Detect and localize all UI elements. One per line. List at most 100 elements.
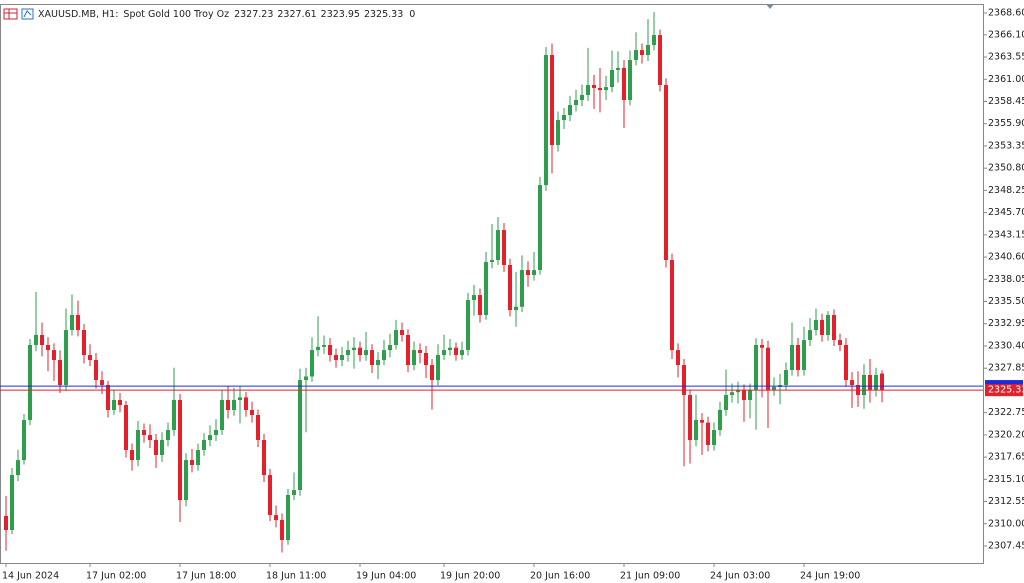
candle-body [598,87,602,91]
candle-body [58,360,62,386]
candle-body [574,100,578,106]
candle-body [790,345,794,371]
candle-body [46,345,50,351]
candle-body [280,520,284,540]
candle-body [634,50,638,60]
x-tick-label: 24 Jun 19:00 [800,571,860,582]
y-tick-label: 2361.00 [988,74,1024,85]
candle-body [502,230,506,265]
y-tick-label: 2355.90 [988,118,1024,129]
candle-body [436,355,440,381]
bid-label: 2325.33 [988,385,1024,396]
candle-body [430,365,434,381]
candle-body [646,45,650,56]
x-tick-label: 19 Jun 04:00 [356,571,416,582]
plot-frame [0,4,984,564]
candle-body [304,376,308,381]
candle-body [454,347,458,356]
header-price: 2327.23 [234,9,273,20]
candle-body [874,374,878,390]
candle-body [256,415,260,441]
candle-body [382,350,386,361]
candle-body [760,345,764,348]
candle-body [604,87,608,91]
x-tick-label: 14 Jun 2024 [2,571,59,582]
candle-body [676,350,680,366]
candle-body [754,345,758,390]
candle-body [610,70,614,88]
candle-body [478,295,482,316]
candle-body [670,260,674,351]
candle-body [214,429,218,436]
candle-body [688,395,692,441]
candle-body [190,460,194,466]
y-tick-label: 2368.60 [988,8,1024,19]
candle-body [250,410,254,416]
symbol-icon [3,8,34,20]
candle-body [832,315,836,341]
candle-body [880,373,884,391]
candle-body [268,475,272,516]
candle-body [64,330,68,386]
y-tick-label: 2358.45 [988,96,1024,107]
candle-body [850,380,854,386]
candle-body [208,435,212,441]
candle-body [142,429,146,436]
candle-body [358,347,362,356]
candle-body [664,85,668,261]
candle-body [4,515,8,531]
y-tick-label: 2343.15 [988,229,1024,240]
candle-body [466,300,470,351]
header: XAUUSD.MB, H1: Spot Gold 100 Troy Oz 2327.… [38,9,415,20]
candle-body [448,347,452,351]
candle-body [70,315,74,331]
candle-body [124,405,128,451]
candle-body [10,475,14,531]
candle-body [184,460,188,501]
candle-body [796,345,800,371]
candle-body [154,440,158,456]
candle-body [196,450,200,466]
candle-body [682,365,686,396]
candle-body [712,429,716,445]
candle-body [220,400,224,430]
candle-body [76,315,80,331]
candle-body [34,334,38,346]
candle-body [172,400,176,430]
candle-body [580,95,584,101]
candle-body [202,440,206,451]
candle-body [616,67,620,71]
header-price: 2327.61 [277,9,316,20]
y-tick-label: 2366.10 [988,29,1024,40]
candle-body [838,340,842,346]
candle-body [292,490,296,496]
y-tick-label: 2345.70 [988,207,1024,218]
candle-body [286,495,290,540]
candle-body [526,270,530,276]
candle-body [400,330,404,335]
candle-body [82,330,86,356]
x-tick-label: 19 Jun 20:00 [440,571,500,582]
candle-body [418,350,422,353]
description: Spot Gold 100 Troy Oz [123,9,229,20]
y-tick-label: 2363.55 [988,52,1024,63]
candle-body [388,345,392,351]
candle-body [556,120,560,146]
candle-body [334,355,338,361]
candle-body [412,350,416,366]
candle-body [748,389,752,401]
candle-body [112,400,116,411]
candle-body [88,355,92,361]
candle-body [700,420,704,423]
bid-label-bg [985,384,1023,397]
candle-body [22,420,26,461]
candle-body [640,50,644,56]
candle-body [562,114,566,121]
candle-body [328,345,332,356]
candle-body [118,400,122,406]
y-tick-label: 2320.20 [988,429,1024,440]
candle-body [730,392,734,396]
candle-body [532,270,536,276]
candle-body [628,59,632,101]
